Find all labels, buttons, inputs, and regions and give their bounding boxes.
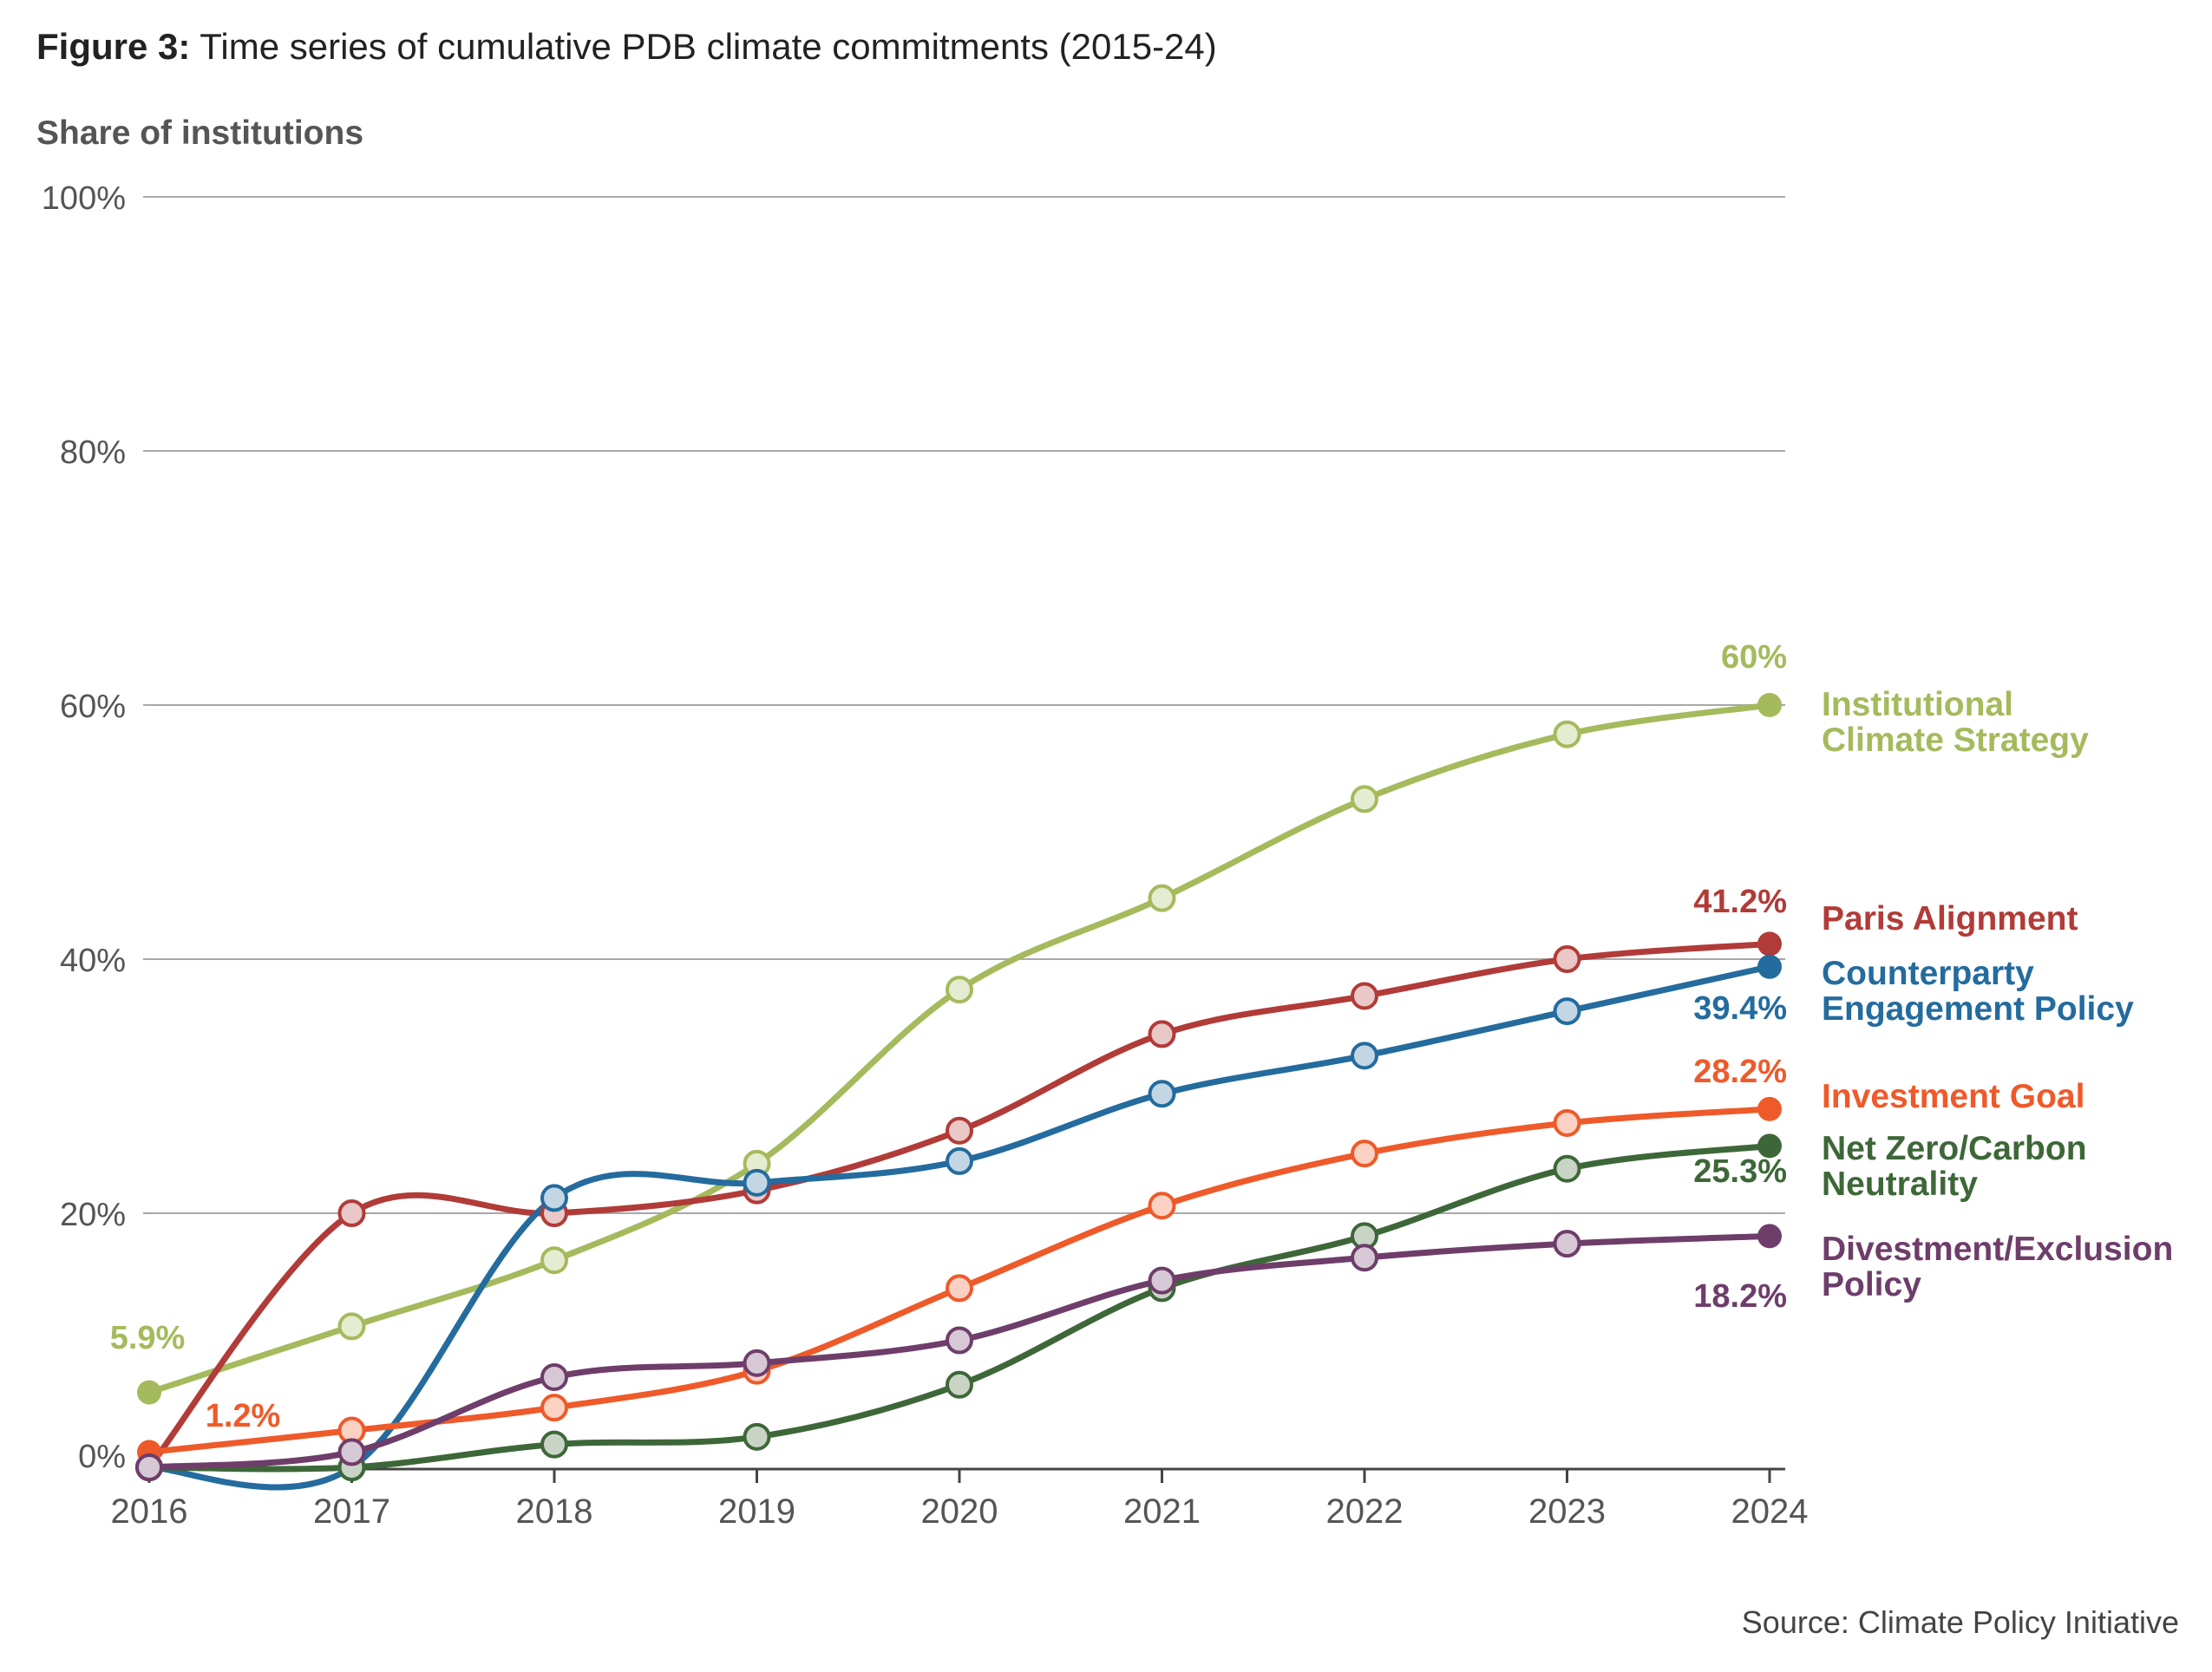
data-point [1148, 1266, 1176, 1295]
figure-title: Figure 3: Time series of cumulative PDB … [36, 26, 1217, 68]
series-name-line: Divestment/Exclusion [1822, 1231, 2173, 1268]
y-axis-ticks: 0% 20% 40% 60% 80% 100% [42, 180, 126, 1475]
data-point [743, 1349, 771, 1377]
y-tick-label: 80% [60, 434, 126, 471]
end-value-label: 60% [1721, 639, 1787, 676]
x-tick-label: 2023 [1528, 1492, 1606, 1531]
end-value-label: 28.2% [1693, 1054, 1787, 1090]
end-value-label: 18.2% [1693, 1278, 1787, 1315]
series-lines [146, 702, 1773, 1491]
x-axis: 2016 2017 2018 2019 2020 2021 2022 2023 2024 [111, 1467, 1809, 1531]
series-name-line: Paris Alignment [1822, 900, 2078, 937]
start-value-label: 1.2% [206, 1398, 281, 1434]
data-point [1553, 1154, 1581, 1183]
data-point [540, 1430, 568, 1459]
data-point [137, 1380, 161, 1405]
data-point [1757, 1096, 1782, 1121]
end-value-label: 41.2% [1693, 884, 1787, 920]
series-name-label: Counterparty Engagement Policy [1822, 955, 2134, 1028]
data-point [337, 1199, 366, 1227]
series-line [146, 963, 1773, 1491]
series-points [135, 693, 1782, 1481]
x-tick-label: 2016 [111, 1492, 188, 1531]
end-value-label: 25.3% [1693, 1153, 1787, 1190]
data-point [1351, 1244, 1378, 1272]
data-point [1148, 884, 1176, 912]
data-point [1148, 1192, 1176, 1220]
series-name-label: Institutional Climate Strategy [1822, 686, 2089, 759]
x-tick-label: 2017 [313, 1492, 390, 1531]
series-name-label: Net Zero/Carbon Neutrality [1822, 1130, 2087, 1203]
data-point [1553, 997, 1581, 1026]
x-tick-label: 2019 [718, 1492, 795, 1531]
data-point [1757, 1224, 1782, 1249]
series-name-label: Investment Goal [1822, 1078, 2084, 1115]
data-point [1553, 720, 1581, 748]
data-point [1351, 982, 1378, 1010]
data-point [1148, 1020, 1176, 1048]
y-tick-label: 0% [78, 1439, 126, 1475]
data-point [337, 1438, 366, 1466]
figure-label: Figure 3: [36, 26, 191, 67]
series-name-line: Investment Goal [1822, 1078, 2084, 1115]
figure-title-text: Time series of cumulative PDB climate co… [200, 26, 1217, 67]
data-point [540, 1362, 568, 1391]
data-point [1553, 1230, 1581, 1258]
data-point [1553, 1108, 1581, 1137]
data-point [337, 1312, 366, 1341]
series-name-label: Divestment/Exclusion Policy [1822, 1231, 2173, 1303]
data-point [1148, 1080, 1176, 1108]
series-name-label: Paris Alignment [1822, 900, 2078, 937]
series-name-line: Net Zero/Carbon [1822, 1130, 2087, 1167]
y-tick-label: 40% [60, 943, 126, 979]
series-labels: 60% Institutional Climate Strategy 5.9% 41.2… [110, 639, 2174, 1434]
x-tick-label: 2018 [516, 1492, 593, 1531]
y-axis-title: Share of institutions [36, 114, 364, 152]
data-point [1553, 945, 1581, 973]
x-tick-label: 2020 [921, 1492, 998, 1531]
end-value-label: 39.4% [1693, 990, 1787, 1027]
data-point [743, 1422, 771, 1451]
series-name-line: Climate Strategy [1822, 722, 2089, 759]
data-point [946, 1274, 973, 1303]
data-point [540, 1246, 568, 1275]
x-tick-label: 2021 [1123, 1492, 1201, 1531]
data-point [540, 1394, 568, 1422]
data-point [946, 976, 973, 1004]
series-name-line: Counterparty [1822, 955, 2034, 992]
x-tick-label: 2024 [1731, 1492, 1809, 1531]
series-name-line: Engagement Policy [1822, 990, 2134, 1028]
data-point [946, 1370, 973, 1399]
x-tick-label: 2022 [1326, 1492, 1404, 1531]
series-name-line: Institutional [1822, 686, 2013, 723]
data-point [946, 1146, 973, 1175]
y-tick-label: 60% [60, 689, 126, 725]
data-point [1757, 954, 1782, 979]
data-point [1351, 1042, 1378, 1070]
start-value-label: 5.9% [110, 1320, 186, 1356]
data-point [1351, 785, 1378, 813]
gridlines [143, 196, 1785, 1214]
y-tick-label: 100% [42, 180, 126, 217]
data-point [1351, 1140, 1378, 1168]
data-point [135, 1453, 163, 1481]
data-point [946, 1326, 973, 1355]
data-point [540, 1184, 568, 1212]
series-name-line: Neutrality [1822, 1166, 1978, 1203]
data-point [946, 1116, 973, 1145]
data-point [1757, 1133, 1782, 1159]
data-point [743, 1168, 771, 1197]
y-tick-label: 20% [60, 1197, 126, 1233]
data-point [1757, 693, 1782, 717]
series-name-line: Policy [1822, 1266, 1921, 1303]
source-note: Source: Climate Policy Initiative [1741, 1604, 2179, 1640]
data-point [1757, 931, 1782, 957]
